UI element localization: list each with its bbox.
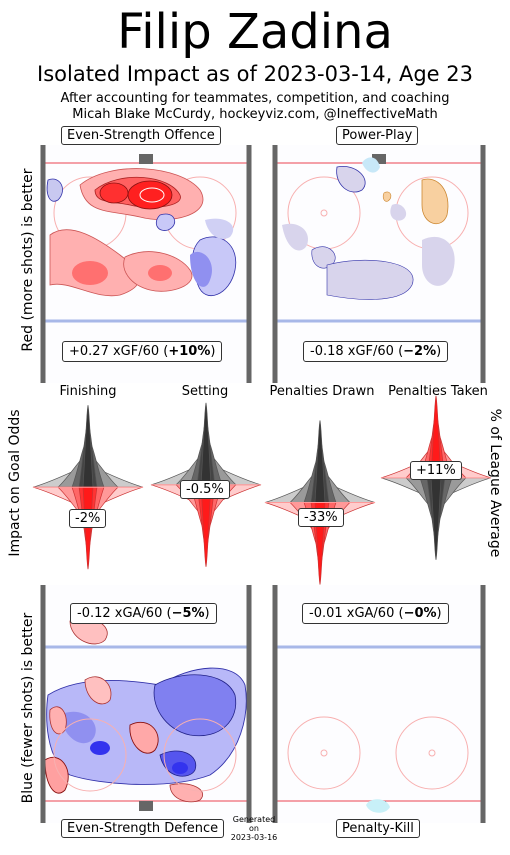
es-defence-rink (40, 585, 252, 823)
defence-axis-label: Blue (fewer shots) is better (20, 612, 36, 804)
page-title: Filip Zadina (117, 4, 393, 60)
penalty-kill-label: Penalty-Kill (336, 819, 420, 838)
generated-note: Generated on 2023-03-16 (230, 815, 278, 842)
violin-title-finishing: Finishing (59, 384, 117, 399)
es-offence-label: Even-Strength Offence (61, 126, 221, 145)
odds-axis-label: Impact on Goal Odds (7, 409, 23, 557)
es-defence-label: Even-Strength Defence (61, 819, 225, 838)
violin-label-penalties-drawn: -33% (298, 508, 344, 527)
violin-label-penalties-taken: +11% (410, 461, 462, 480)
violin-title-setting: Setting (181, 384, 229, 399)
violin-title-penalties-drawn: Penalties Drawn (269, 384, 375, 399)
violin-band-top (82, 405, 94, 488)
violin-band-top (200, 402, 212, 486)
violin-2 (264, 420, 376, 585)
power-play-label: Power-Play (336, 126, 419, 145)
violin-band-bottom (200, 484, 212, 567)
penalty-kill-rink (272, 585, 486, 823)
violin-label-setting: -0.5% (180, 480, 230, 499)
power-play-stat: -0.18 xGF/60 (−2%) (303, 341, 449, 362)
violin-0 (32, 405, 144, 570)
es-offence-stat: +0.27 xGF/60 (+10%) (62, 341, 223, 362)
violin-band-top (314, 420, 326, 503)
method-note: After accounting for teammates, competit… (60, 91, 450, 106)
offence-axis-label: Red (more shots) is better (20, 168, 36, 352)
violin-label-finishing: -2% (69, 509, 107, 528)
violin-band-bottom (430, 477, 442, 560)
es-defence-stat: -0.12 xGA/60 (−5%) (70, 603, 217, 624)
es-offence-rink (40, 145, 252, 383)
penalty-kill-stat: -0.01 xGA/60 (−0%) (302, 603, 449, 624)
page-subtitle: Isolated Impact as of 2023-03-14, Age 23 (37, 62, 473, 86)
violin-band-top (430, 395, 442, 479)
violin-plots (32, 395, 492, 585)
credit-note: Micah Blake McCurdy, hockeyviz.com, @Ine… (72, 107, 438, 122)
violin-title-penalties-taken: Penalties Taken (388, 384, 488, 399)
